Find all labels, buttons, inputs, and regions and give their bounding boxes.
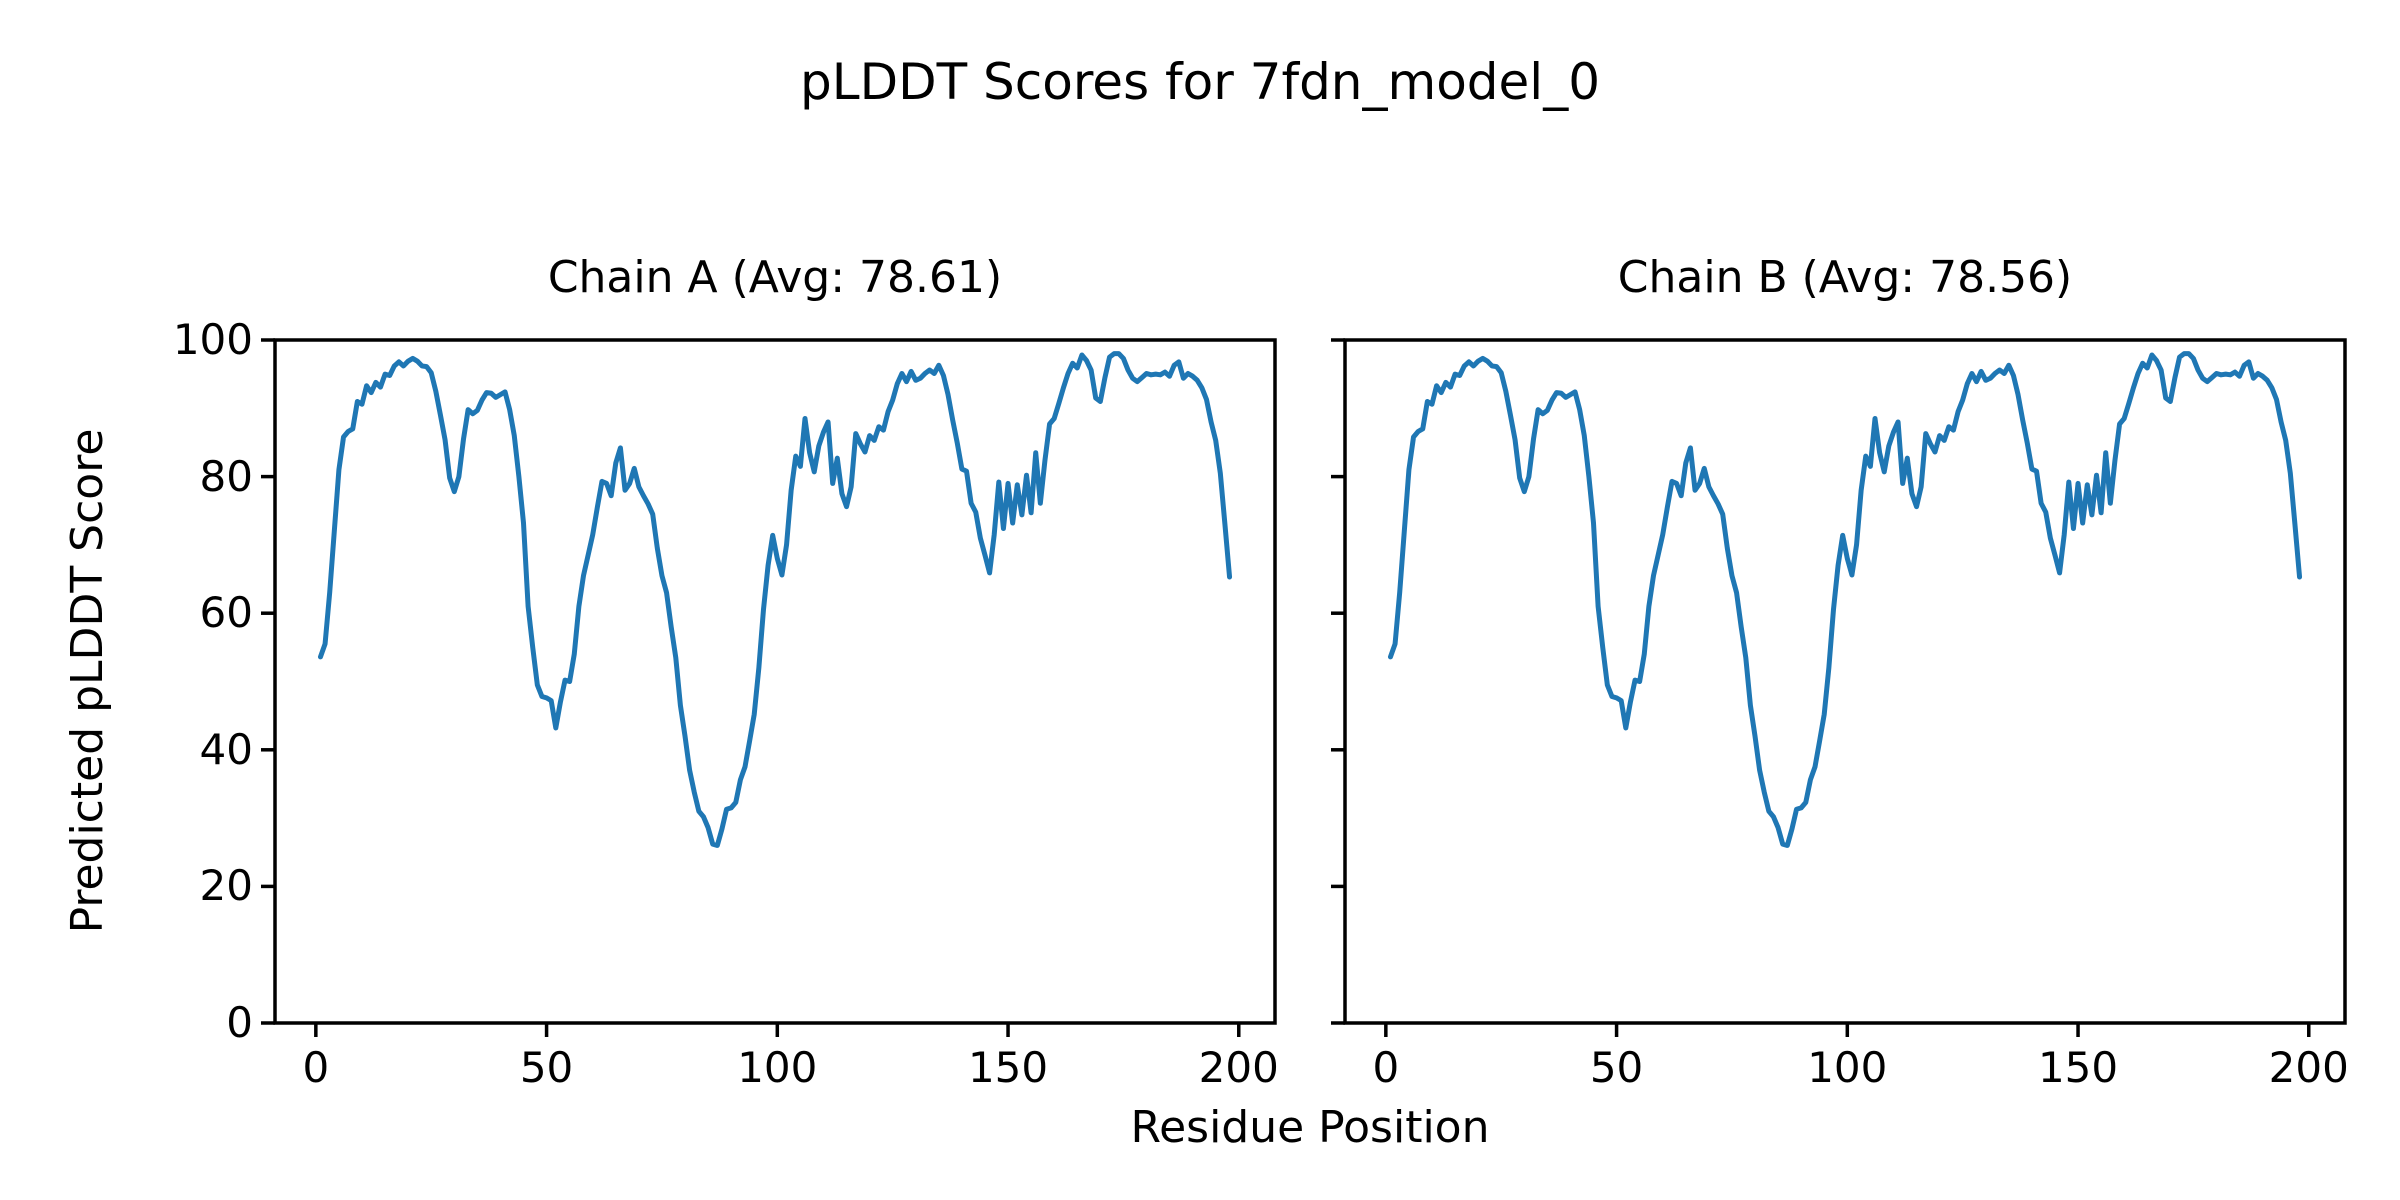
subplot-title-chain-b: Chain B (Avg: 78.56) bbox=[1617, 252, 2073, 303]
figure-title: pLDDT Scores for 7fdn_model_0 bbox=[800, 53, 1600, 111]
x-axis-label: Residue Position bbox=[1130, 1102, 1490, 1153]
chain-b-plot bbox=[1331, 338, 2347, 1037]
x-tick-label: 150 bbox=[2037, 1043, 2119, 1092]
y-tick-label: 40 bbox=[199, 724, 253, 774]
x-tick-label: 0 bbox=[302, 1043, 330, 1092]
y-axis-label: Predicted pLDDT Score bbox=[62, 428, 113, 934]
x-tick-label: 100 bbox=[737, 1043, 818, 1092]
y-tick-label: 20 bbox=[199, 861, 253, 911]
plddt-line bbox=[317, 351, 1233, 848]
y-tick-label: 0 bbox=[226, 998, 253, 1047]
axes-spines bbox=[1343, 338, 2347, 1025]
x-tick-label: 50 bbox=[519, 1043, 574, 1092]
plddt-line bbox=[1387, 351, 2303, 848]
x-tick-label: 200 bbox=[1198, 1043, 1279, 1092]
x-tick-label: 100 bbox=[1807, 1043, 1888, 1092]
y-tick-label: 100 bbox=[172, 315, 253, 364]
x-tick-label: 50 bbox=[1589, 1043, 1644, 1092]
subplot-title-chain-a: Chain A (Avg: 78.61) bbox=[547, 252, 1003, 303]
x-tick-label: 150 bbox=[967, 1043, 1049, 1092]
chain-a-plot bbox=[261, 338, 1277, 1037]
y-tick-label: 80 bbox=[199, 451, 253, 501]
y-tick-label: 60 bbox=[199, 588, 253, 638]
x-tick-label: 0 bbox=[1372, 1043, 1400, 1092]
x-tick-label: 200 bbox=[2268, 1043, 2349, 1092]
axes-spines bbox=[273, 338, 1277, 1025]
